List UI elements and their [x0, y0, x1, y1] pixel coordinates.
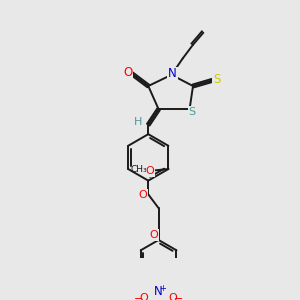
Text: O: O — [123, 66, 132, 79]
Text: +: + — [160, 284, 166, 292]
Text: O: O — [169, 292, 178, 300]
Text: CH₃: CH₃ — [131, 165, 148, 174]
Text: N: N — [154, 285, 163, 298]
Text: O: O — [149, 230, 158, 240]
Text: −: − — [174, 294, 183, 300]
Text: S: S — [189, 107, 196, 117]
Text: S: S — [213, 73, 221, 85]
Text: H: H — [134, 117, 142, 127]
Text: −: − — [134, 294, 143, 300]
Text: O: O — [140, 292, 148, 300]
Text: O: O — [139, 190, 148, 200]
Text: N: N — [168, 68, 177, 80]
Text: O: O — [145, 166, 154, 176]
